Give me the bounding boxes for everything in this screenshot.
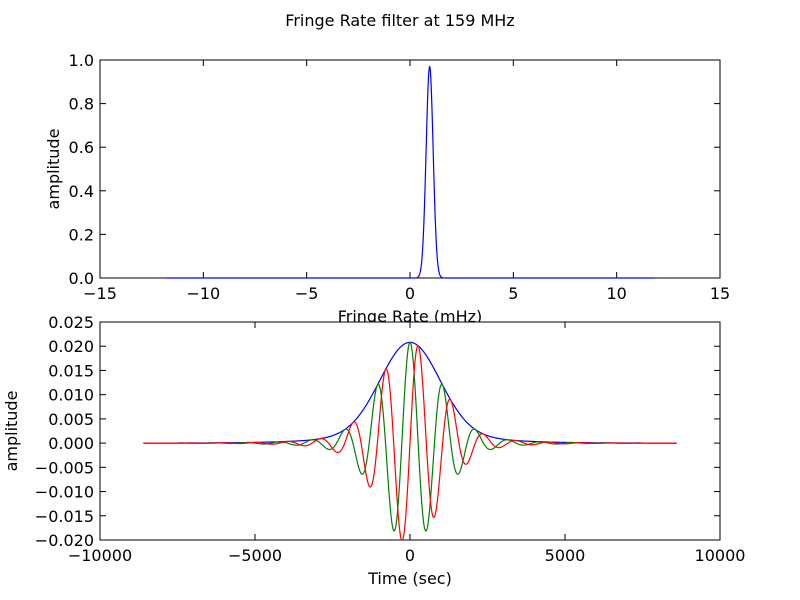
x-axis-label: Fringe Rate (mHz)	[338, 307, 483, 326]
plot-frame	[99, 59, 721, 279]
x-tick-label: −10000	[68, 546, 132, 565]
y-tick-label: −0.005	[35, 458, 94, 477]
y-tick-label: 0.6	[69, 138, 94, 157]
y-tick-label: 0.2	[69, 225, 94, 244]
y-tick-label: 0.015	[48, 361, 94, 380]
y-tick-label: −0.015	[35, 507, 94, 526]
x-tick-label: 0	[405, 284, 415, 303]
subplot-fringe-rate: −15 −10 −5 0 5 10 15 0.0 0.2 0.4 0.6 0.8 1.0 Fringe R…	[44, 51, 730, 326]
x-tick-label: 15	[710, 284, 730, 303]
y-tick-label: 0.8	[69, 95, 94, 114]
x-axis-label: Time (sec)	[367, 569, 452, 588]
series-line-imag	[143, 345, 677, 540]
x-tick-label: 5000	[545, 546, 586, 565]
x-tick-label: −15	[83, 284, 117, 303]
y-tick-label: 0.0	[69, 269, 94, 288]
y-tick-label: 0.000	[48, 434, 94, 453]
subplot-time: −10000 −5000 0 5000 10000 −0.020 −0.015 −0.010 −…	[2, 313, 745, 588]
y-tick-label: 0.4	[69, 182, 94, 201]
series-line-filter	[166, 65, 654, 279]
y-tick-label: 1.0	[69, 51, 94, 70]
y-tick-label: 0.020	[48, 337, 94, 356]
plot-frame	[99, 321, 721, 541]
x-tick-label: −10	[186, 284, 220, 303]
y-tick-label: 0.010	[48, 386, 94, 405]
x-tick-label: 10	[606, 284, 626, 303]
figure-title: Fringe Rate filter at 159 MHz	[285, 11, 514, 30]
x-tick-label: 10000	[695, 546, 746, 565]
x-tick-label: −5000	[228, 546, 282, 565]
y-tick-label: 0.005	[48, 410, 94, 429]
y-axis-label: amplitude	[2, 391, 21, 472]
x-tick-label: 0	[405, 546, 415, 565]
y-axis-label: amplitude	[44, 129, 63, 210]
y-tick-label: 0.025	[48, 313, 94, 332]
x-tick-label: 5	[508, 284, 518, 303]
x-tick-label: −5	[295, 284, 319, 303]
y-tick-label: −0.020	[35, 531, 94, 550]
y-tick-label: −0.010	[35, 483, 94, 502]
